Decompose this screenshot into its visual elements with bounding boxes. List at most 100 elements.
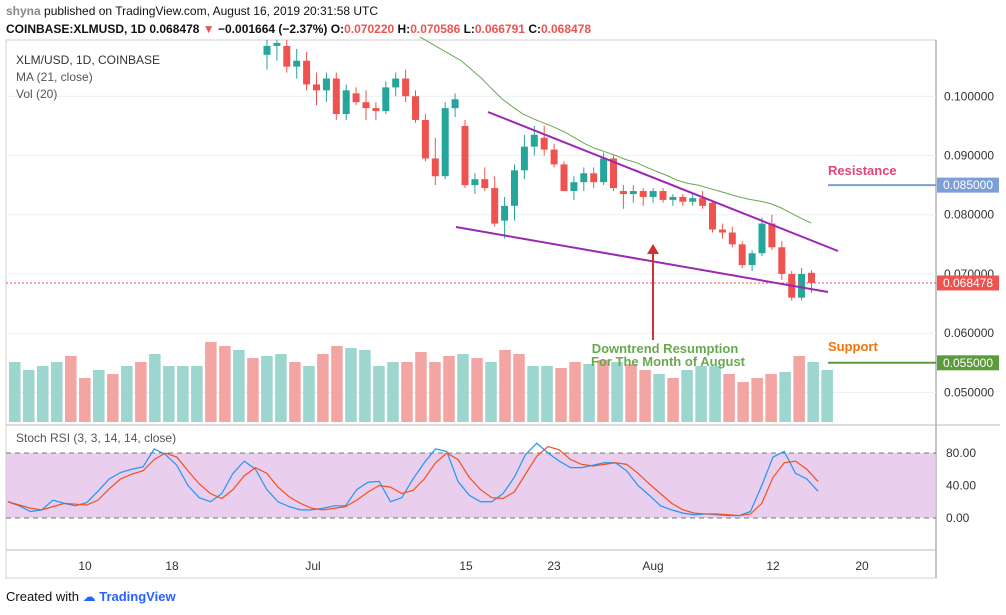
time-tick-label: Jul (305, 559, 320, 573)
time-tick-label: 10 (78, 559, 92, 573)
price-chart[interactable]: Downtrend Resumption For The Month of Au… (0, 0, 1006, 585)
volume-bar (793, 356, 805, 422)
volume-bar (415, 352, 427, 422)
candle-body (778, 247, 786, 274)
candle-body (540, 137, 548, 150)
candle-body (689, 198, 697, 202)
volume-bar (51, 362, 63, 422)
tradingview-brand[interactable]: TradingView (99, 589, 176, 604)
candle-body (520, 146, 528, 171)
candlesticks (263, 40, 815, 301)
candle-body (629, 191, 637, 194)
published-text: published on TradingView.com, August 16,… (44, 4, 379, 18)
support-price-tag (937, 355, 999, 371)
volume-bar (289, 362, 301, 422)
close-value: 0.068478 (541, 22, 592, 36)
volume-bar (65, 356, 77, 422)
ohlc-line: COINBASE:XLMUSD, 1D 0.068478 ▼ −0.001664… (6, 22, 591, 36)
volume-bar (611, 362, 623, 422)
candle-body (619, 191, 627, 194)
volume-bar (275, 354, 287, 422)
time-tick-label: 12 (766, 559, 780, 573)
footer-credit: Created with ☁ TradingView (6, 589, 176, 604)
volume-bar (625, 364, 637, 422)
candle-body (550, 149, 558, 165)
volume-bar (387, 362, 399, 422)
volume-bar (331, 346, 343, 422)
gridlines (6, 95, 936, 393)
candle-body (679, 196, 687, 202)
close-label: C: (528, 22, 541, 36)
candle-body (461, 125, 469, 186)
candle-body (332, 78, 340, 115)
candle-body (709, 202, 716, 230)
candle-body (372, 108, 380, 112)
candle-body (441, 108, 449, 177)
candle-body (451, 99, 459, 109)
volume-bar (303, 366, 315, 422)
resistance-price-tag (937, 177, 999, 193)
stoch-axis-ticks: 80.00 40.00 0.00 (946, 446, 976, 525)
candle-body (738, 244, 746, 266)
volume-bar (751, 378, 763, 422)
chart-header: shyna published on TradingView.com, Augu… (0, 0, 1006, 40)
candle-body (699, 198, 707, 206)
volume-bar (317, 354, 329, 422)
volume-bar (779, 372, 791, 422)
symbol-legend: XLM/USD, 1D, COINBASE (16, 53, 160, 67)
time-tick-label: 18 (165, 559, 179, 573)
volume-bar (37, 366, 49, 422)
vol-legend: Vol (20) (16, 87, 57, 101)
stoch-d-line (7, 445, 819, 517)
price-tick-label: 0.100000 (944, 89, 994, 103)
down-arrow-icon: ▼ (202, 22, 215, 36)
last-price: 0.068478 (149, 22, 200, 36)
candle-body (421, 119, 429, 159)
volume-bar (457, 354, 469, 422)
candle-body (610, 158, 617, 189)
candle-body (530, 134, 538, 147)
candle-body (798, 273, 806, 298)
author-name[interactable]: shyna (6, 4, 41, 18)
candle-body (342, 90, 350, 115)
volume-bar (247, 358, 259, 422)
volume-bar (121, 366, 133, 422)
volume-bar (443, 356, 455, 422)
candle-body (273, 42, 281, 46)
volume-bar (681, 370, 693, 422)
candle-body (649, 191, 657, 197)
candle-body (491, 188, 499, 224)
volume-bars (9, 342, 833, 422)
candle-body (263, 45, 271, 55)
candle-body (293, 60, 301, 67)
time-tick-label: 20 (855, 559, 869, 573)
open-value: 0.070220 (344, 22, 395, 36)
candle-body (669, 196, 677, 200)
high-value: 0.070586 (410, 22, 461, 36)
candle-body (590, 173, 598, 183)
price-tick-label: 0.060000 (944, 326, 994, 340)
volume-bar (807, 362, 819, 422)
volume-bar (177, 366, 189, 422)
time-tick-label: Aug (642, 559, 663, 573)
volume-bar (205, 342, 217, 422)
candle-body (511, 170, 518, 206)
volume-bar (555, 368, 567, 422)
candle-body (322, 78, 330, 91)
candle-body (748, 253, 756, 266)
symbol-line: COINBASE:XLMUSD, 1D (6, 22, 147, 36)
resistance-price-text: 0.085000 (943, 178, 993, 192)
tradingview-logo-icon[interactable]: ☁ (82, 589, 96, 604)
stoch-tick-label: 80.00 (946, 446, 976, 460)
volume-bar (23, 370, 35, 422)
volume-bar (737, 382, 749, 422)
current-price-text: 0.068478 (943, 276, 993, 290)
high-label: H: (397, 22, 411, 36)
volume-bar (107, 374, 119, 422)
annotation-arrow-head-icon (647, 244, 659, 254)
stoch-rsi-band (6, 453, 936, 518)
volume-bar (219, 346, 231, 422)
annotation-line-2: For The Month of August (591, 354, 746, 369)
low-label: L: (463, 22, 475, 36)
candle-body (639, 191, 647, 197)
